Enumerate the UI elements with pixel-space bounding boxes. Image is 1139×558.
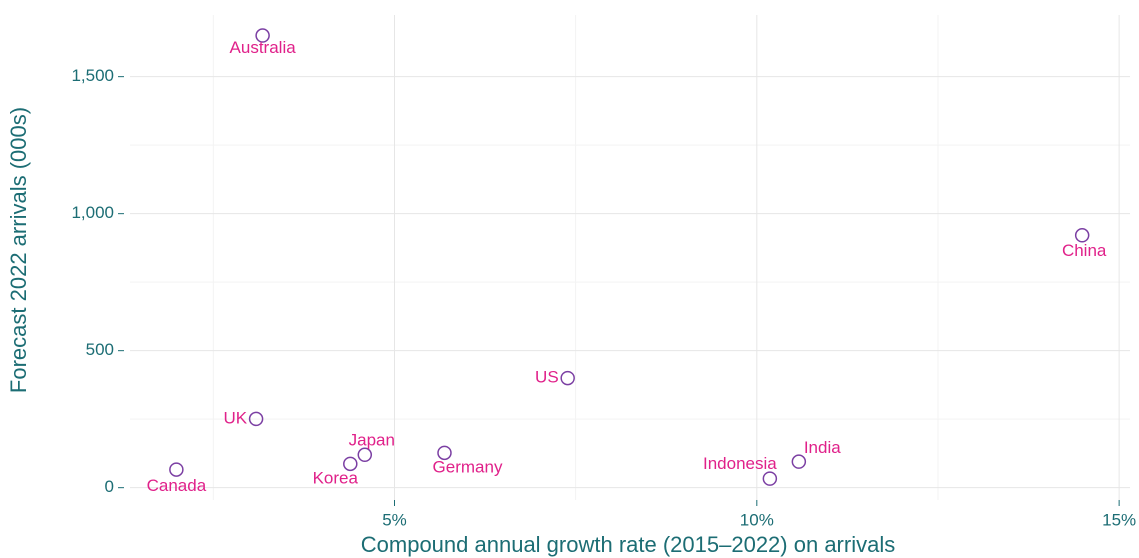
x-tick-label: 10% bbox=[740, 510, 774, 529]
point bbox=[357, 447, 373, 463]
point bbox=[437, 445, 452, 461]
point-label: Korea bbox=[313, 468, 359, 487]
point bbox=[791, 454, 807, 469]
y-tick-label: 1,000 bbox=[71, 203, 114, 222]
point bbox=[560, 370, 575, 386]
point-label: Australia bbox=[230, 38, 297, 57]
x-tick-label: 15% bbox=[1102, 510, 1136, 529]
point-label: Canada bbox=[147, 476, 207, 495]
point-label: UK bbox=[223, 408, 247, 427]
point-label: India bbox=[804, 438, 841, 457]
point-label: Germany bbox=[433, 457, 503, 476]
y-tick-label: 1,500 bbox=[71, 66, 114, 85]
point bbox=[762, 471, 778, 486]
y-tick-label: 500 bbox=[86, 340, 114, 359]
point-label: Japan bbox=[349, 430, 395, 449]
point-label: China bbox=[1062, 241, 1107, 260]
point-label: US bbox=[535, 368, 559, 387]
x-tick-label: 5% bbox=[382, 510, 407, 529]
point bbox=[255, 28, 270, 43]
point-label: Indonesia bbox=[703, 454, 777, 473]
y-tick-label: 0 bbox=[105, 477, 114, 496]
point bbox=[1074, 228, 1090, 243]
point bbox=[248, 411, 264, 427]
y-axis-title: Forecast 2022 arrivals (000s) bbox=[6, 107, 31, 393]
point bbox=[169, 462, 184, 477]
x-axis-title: Compound annual growth rate (2015–2022) … bbox=[361, 532, 895, 557]
point bbox=[343, 456, 358, 472]
